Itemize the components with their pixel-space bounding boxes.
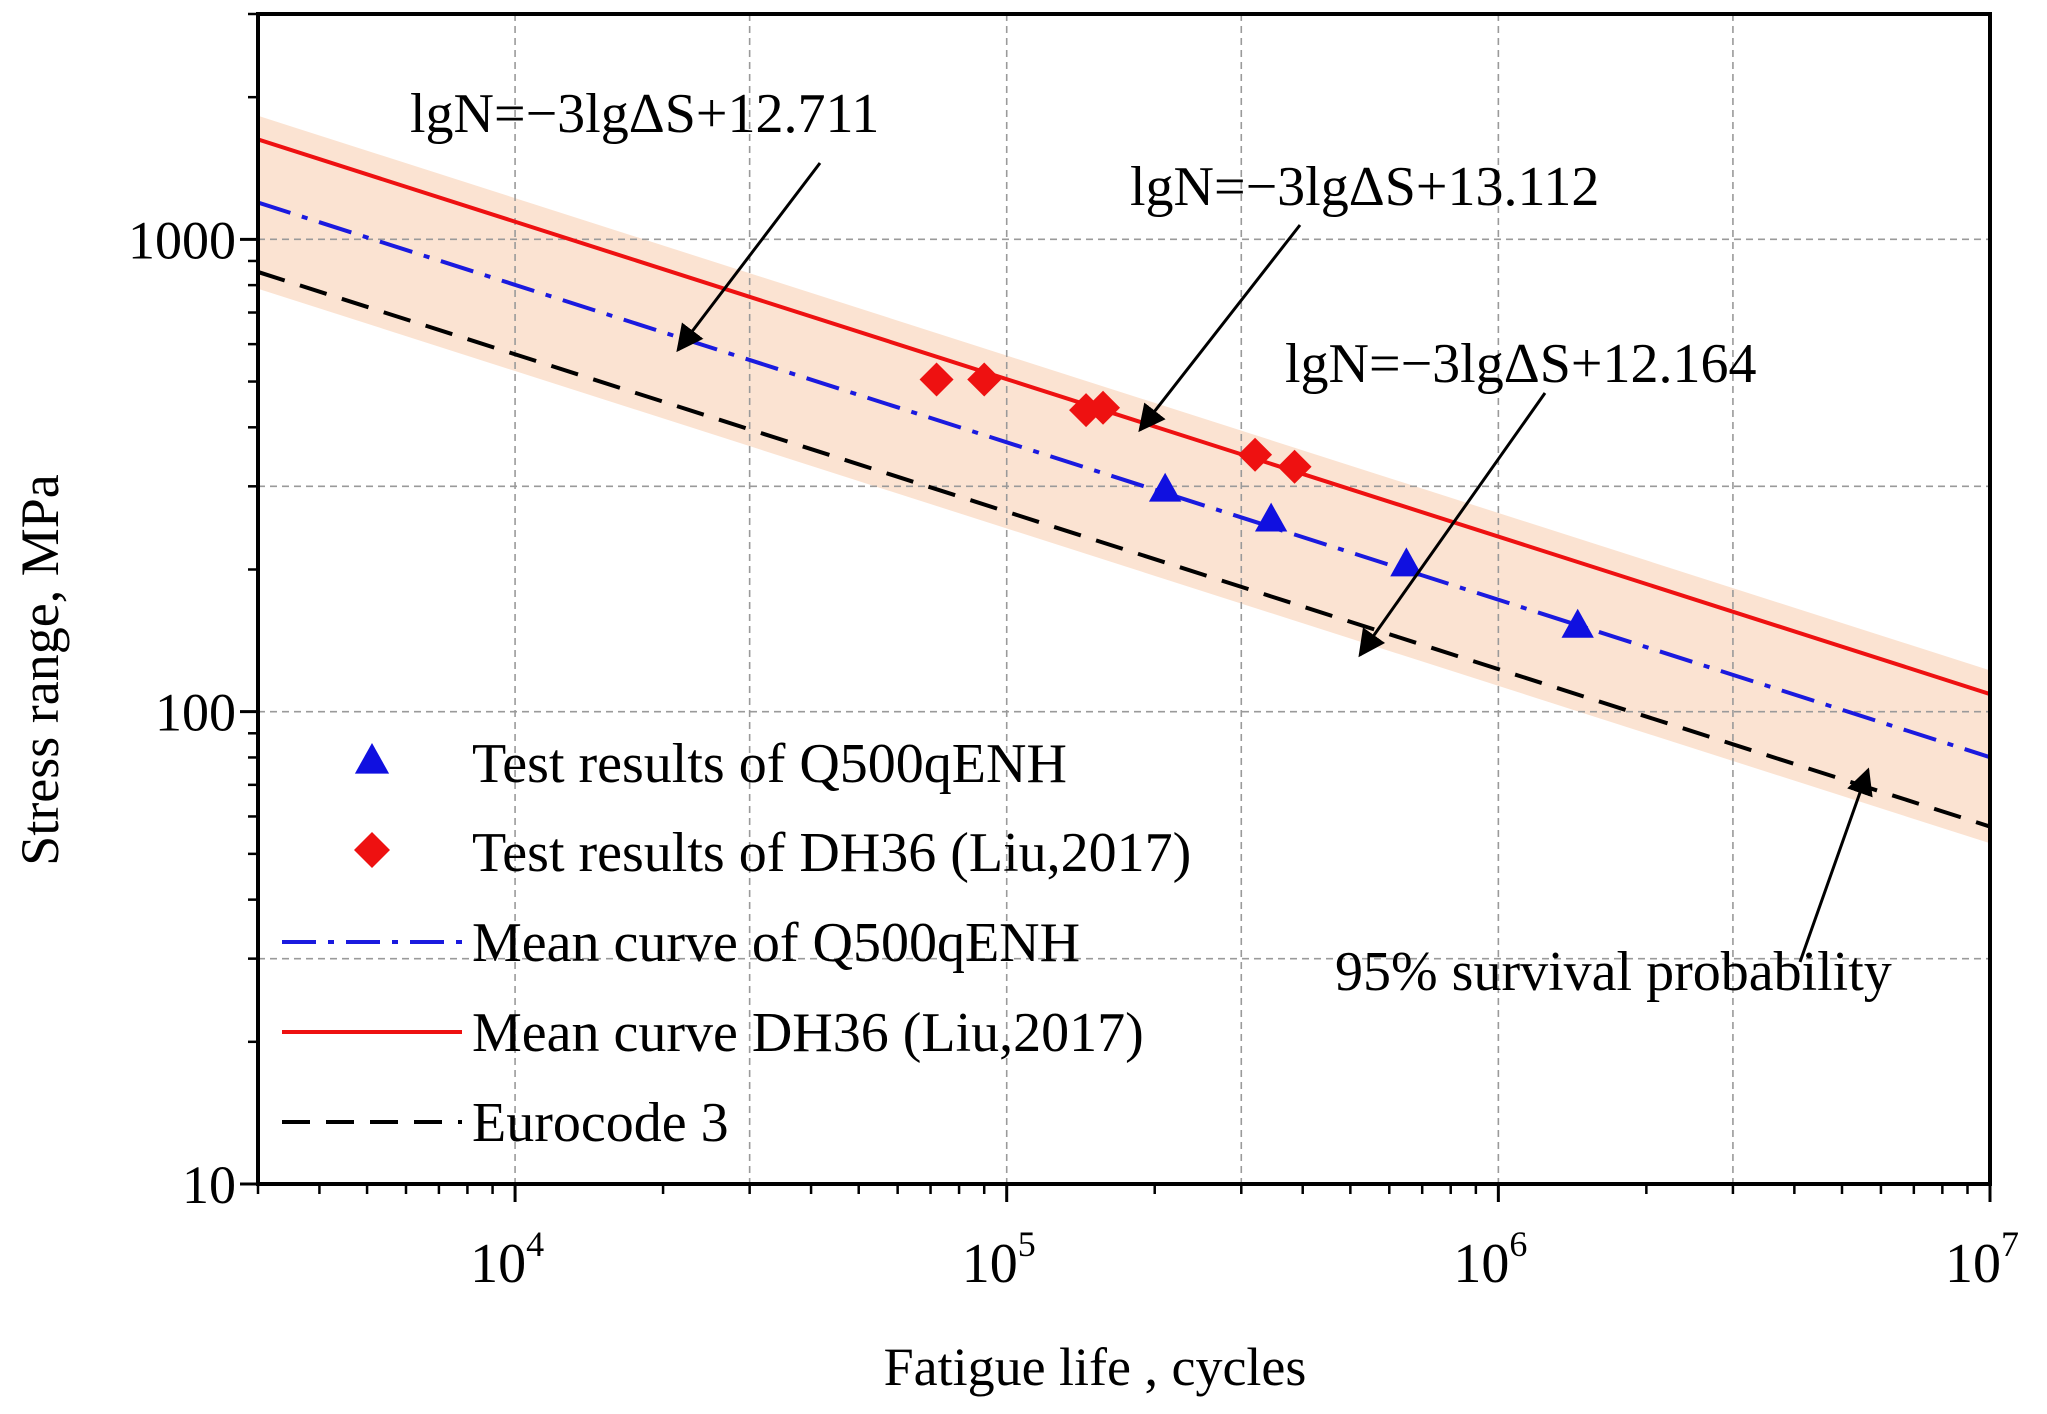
point-dh36 [1277,449,1312,484]
legend-item: Test results of DH36 (Liu,2017) [354,822,1191,884]
point-q500qenh [1390,547,1423,577]
legend-label: Mean curve DH36 (Liu,2017) [472,1002,1144,1064]
point-dh36 [919,362,954,397]
point-dh36 [1086,390,1121,425]
x-axis-label: Fatigue life , cycles [884,1337,1307,1397]
line-mean-curve-of-q500qenh [258,200,1990,760]
x-tick-label: 104 [470,1224,544,1295]
annotation-arrow [1358,392,1547,658]
annotation-arrow [676,162,822,353]
x-tick-label: 106 [1453,1224,1527,1295]
y-tick-label: 1000 [128,210,236,270]
legend-label: Test results of DH36 (Liu,2017) [472,822,1191,884]
y-tick-label: 100 [155,683,236,743]
y-tick-label: 10 [182,1155,236,1215]
legend-item: Test results of Q500qENH [354,733,1067,795]
plot-frame [256,12,1992,1186]
grid-layer [258,14,1990,1184]
axes-layer: 104 105 106 107 10 100 1000 [128,12,2019,1295]
y-axis-label: Stress range, MPa [10,474,70,865]
lines-layer [258,137,1990,829]
point-q500qenh [1254,502,1288,532]
x-tick-label: 105 [962,1224,1036,1295]
point-q500qenh [1561,608,1594,638]
legend-triangle-marker [354,743,390,774]
legend-item: Mean curve of Q500qENH [282,912,1080,974]
legend-item: Mean curve DH36 (Liu,2017) [282,1002,1144,1064]
legend-diamond-marker [354,832,390,868]
x-tick-label: 107 [1945,1224,2019,1295]
line-mean-curve-dh36-liu-2017- [258,137,1990,696]
annotation-equation: lgN=−3lgΔS+12.711 [410,83,879,145]
legend: Test results of Q500qENH Test results of … [282,733,1191,1154]
annotation-arrow [1798,767,1873,963]
point-q500qenh [1148,472,1182,502]
annotation-survival-probability: 95% survival probability [1335,941,1892,1003]
point-dh36 [1238,437,1273,472]
annotation-equation: lgN=−3lgΔS+12.164 [1285,333,1756,395]
points-layer [919,362,1594,638]
line-eurocode-3 [258,270,1990,829]
legend-item: Eurocode 3 [282,1092,729,1154]
annotation-layer: lgN=−3lgΔS+12.711 lgN=−3lgΔS+13.112 lgN=−3… [410,83,1892,1003]
point-dh36 [967,362,1002,397]
annotation-arrow [1138,224,1302,433]
legend-label: Eurocode 3 [472,1092,729,1154]
annotation-equation: lgN=−3lgΔS+13.112 [1130,156,1599,218]
legend-label: Mean curve of Q500qENH [472,912,1080,974]
legend-label: Test results of Q500qENH [472,733,1067,795]
